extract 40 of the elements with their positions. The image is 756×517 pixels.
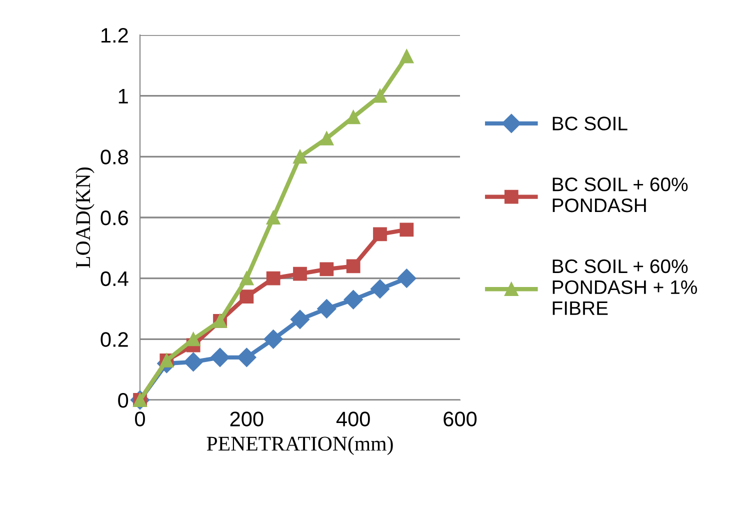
point — [266, 210, 280, 224]
y-tick-label: 1.2 — [102, 28, 128, 43]
point — [293, 266, 307, 281]
x-tick-label: 400 — [336, 412, 370, 426]
point — [344, 290, 363, 310]
point — [370, 279, 390, 299]
point — [240, 271, 254, 286]
point — [346, 110, 360, 124]
y-tick-label: 0.4 — [100, 271, 128, 286]
point — [264, 330, 283, 349]
y-tick-label: 0.2 — [100, 332, 128, 347]
point — [397, 268, 416, 288]
legend-label: BC SOIL — [552, 116, 628, 130]
point — [184, 352, 203, 372]
point — [400, 222, 414, 237]
point — [186, 332, 200, 346]
point — [400, 49, 414, 64]
point — [317, 299, 336, 318]
point — [293, 150, 307, 164]
y-axis-title: LOAD(KN) — [75, 168, 94, 268]
point — [373, 227, 387, 242]
point — [266, 271, 280, 286]
y-tick-label: 0 — [118, 393, 128, 408]
point — [320, 131, 334, 146]
x-axis-title: PENETRATION(mm) — [206, 436, 393, 455]
x-tick-label: 600 — [444, 412, 477, 426]
point — [373, 88, 387, 103]
point — [237, 348, 256, 367]
point — [320, 262, 334, 276]
point — [346, 259, 360, 274]
point — [290, 310, 310, 329]
point — [210, 348, 230, 367]
y-tick-label: 1 — [118, 89, 128, 104]
point — [240, 290, 254, 304]
x-tick-label: 0 — [135, 412, 145, 426]
y-tick-label: 0.6 — [100, 210, 128, 226]
legend-label: BC SOIL + 60% PONDASH — [552, 178, 688, 212]
legend-label: BC SOIL + 60% PONDASH + 1% FIBRE — [552, 259, 697, 315]
x-tick-label: 200 — [230, 412, 264, 426]
y-tick-label: 0.8 — [100, 150, 128, 164]
